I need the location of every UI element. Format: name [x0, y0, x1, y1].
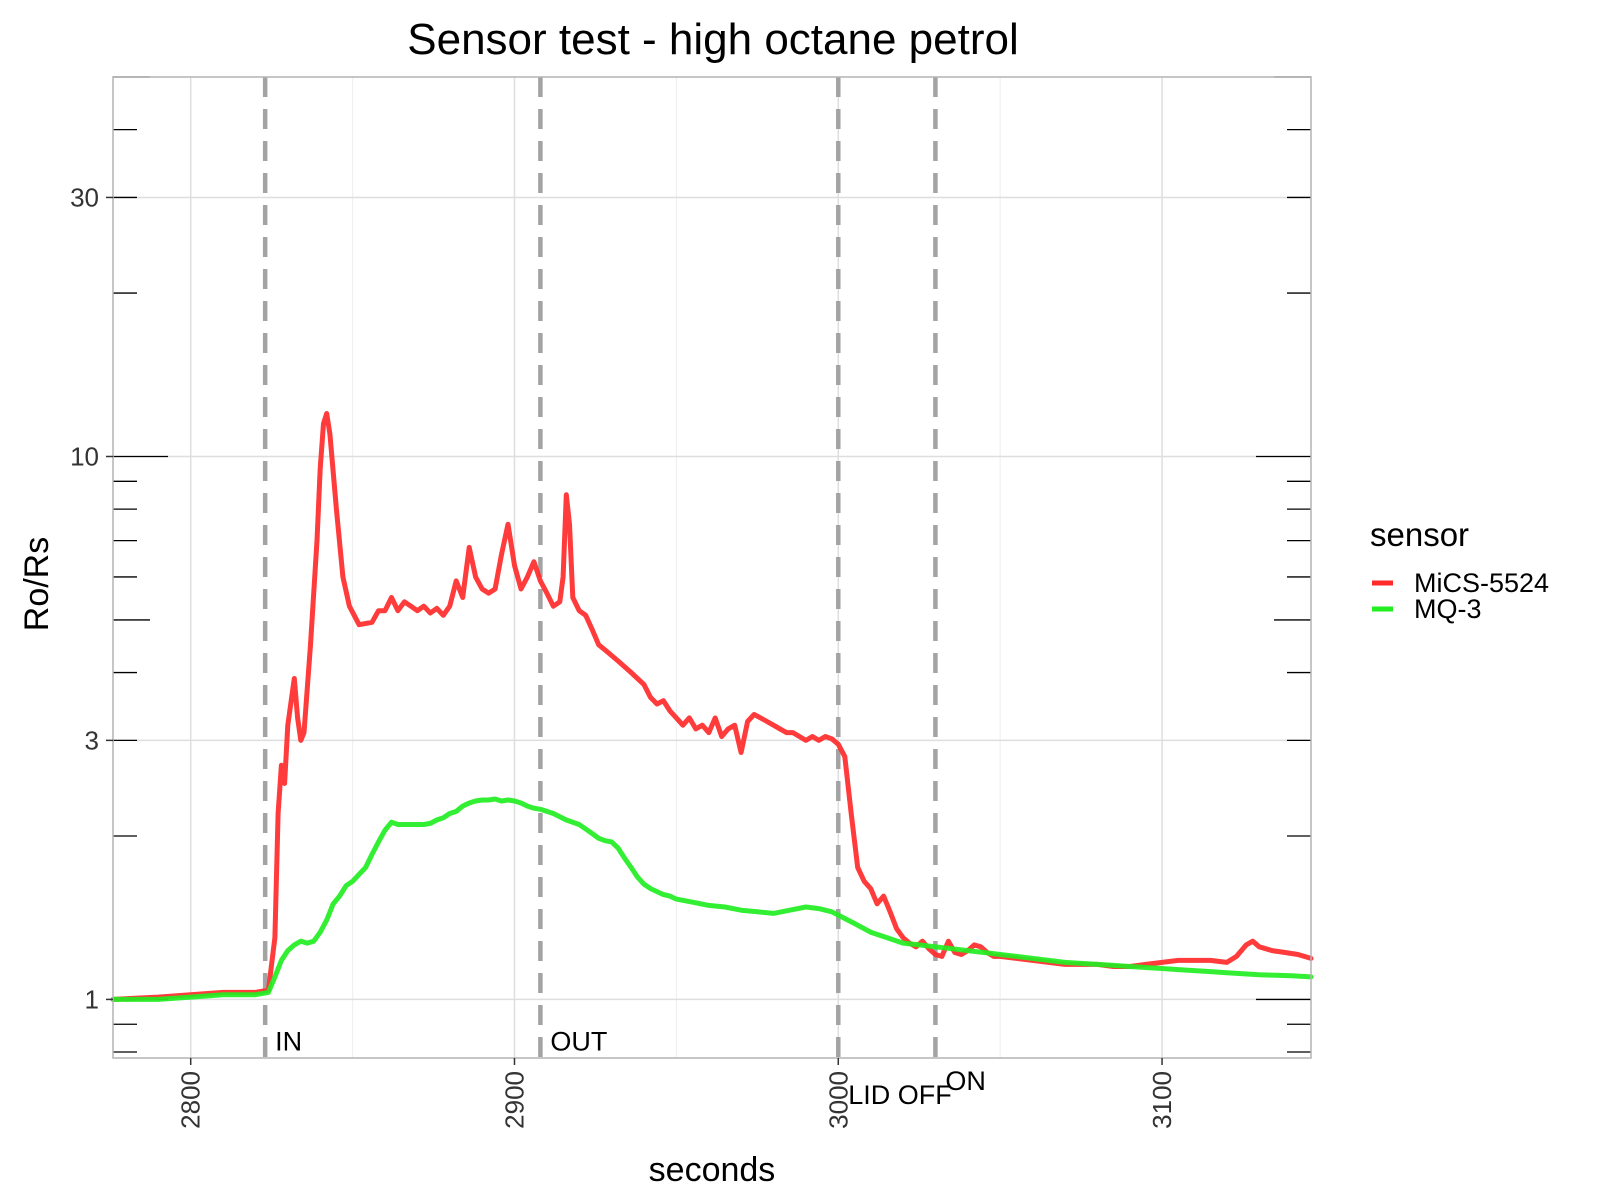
event-label: ON: [945, 1066, 986, 1096]
y-tick-label: 1: [85, 984, 99, 1014]
x-tick-label: 2900: [499, 1071, 529, 1129]
legend-label: MiCS-5524: [1414, 568, 1549, 598]
x-tick-label: 3100: [1147, 1071, 1177, 1129]
event-label: OUT: [550, 1027, 607, 1057]
y-tick-label: 3: [85, 725, 99, 755]
plot-border: [112, 76, 1312, 1059]
event-label: IN: [275, 1027, 302, 1057]
event-label: LID OFF: [848, 1080, 952, 1110]
x-axis-title: seconds: [649, 1151, 776, 1189]
plot-background: [113, 77, 1311, 1058]
legend-title: sensor: [1370, 516, 1469, 553]
series-line: [110, 796, 1314, 1002]
y-axis-title: Ro/Rs: [18, 537, 56, 631]
legend-label: MQ-3: [1414, 594, 1482, 624]
y-tick-label: 30: [70, 182, 99, 212]
chart-title: Sensor test - high octane petrol: [407, 15, 1018, 64]
x-tick-label: 2800: [176, 1071, 206, 1129]
x-tick-label: 3000: [823, 1071, 853, 1129]
y-tick-label: 10: [70, 441, 99, 471]
